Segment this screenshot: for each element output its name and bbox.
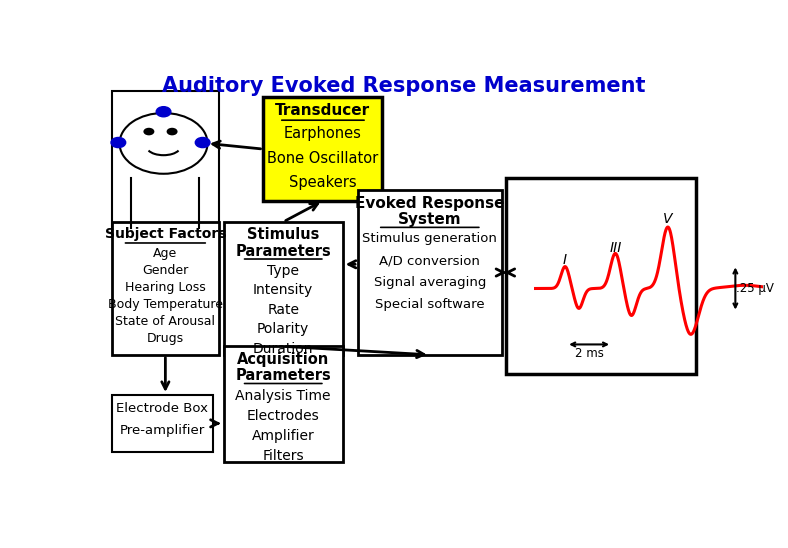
Text: .25 μV: .25 μV: [736, 282, 774, 295]
Circle shape: [166, 128, 177, 135]
Circle shape: [156, 107, 171, 117]
Text: Intensity: Intensity: [253, 283, 314, 298]
Circle shape: [120, 113, 207, 174]
Text: Signal averaging: Signal averaging: [374, 276, 486, 289]
Text: Speakers: Speakers: [289, 175, 357, 190]
Text: Pre-amplifier: Pre-amplifier: [120, 424, 205, 437]
Text: III: III: [609, 241, 622, 255]
Text: A/D conversion: A/D conversion: [379, 254, 480, 267]
Text: Analysis Time: Analysis Time: [236, 389, 331, 403]
Text: Parameters: Parameters: [236, 244, 331, 259]
Text: Acquisition: Acquisition: [237, 352, 329, 367]
Text: Special software: Special software: [375, 298, 485, 311]
Text: Stimulus generation: Stimulus generation: [362, 232, 497, 246]
Text: Earphones: Earphones: [284, 126, 362, 141]
Text: Drugs: Drugs: [147, 332, 184, 345]
Circle shape: [111, 138, 125, 147]
Text: Type: Type: [267, 264, 299, 278]
Circle shape: [195, 138, 210, 147]
Text: State of Arousal: State of Arousal: [115, 315, 215, 328]
Text: Body Temperature: Body Temperature: [108, 298, 223, 311]
Text: V: V: [663, 212, 673, 226]
Text: Subject Factors: Subject Factors: [105, 227, 226, 241]
Text: Polarity: Polarity: [257, 322, 310, 336]
FancyBboxPatch shape: [263, 98, 382, 201]
FancyBboxPatch shape: [112, 222, 219, 355]
Text: Stimulus: Stimulus: [247, 227, 319, 242]
Text: Amplifier: Amplifier: [252, 429, 314, 443]
Text: Rate: Rate: [267, 303, 299, 317]
Text: Transducer: Transducer: [275, 103, 370, 118]
Text: Duration: Duration: [253, 342, 314, 356]
Text: Parameters: Parameters: [236, 368, 331, 383]
FancyBboxPatch shape: [224, 222, 343, 355]
FancyBboxPatch shape: [112, 91, 219, 232]
Text: Auditory Evoked Response Measurement: Auditory Evoked Response Measurement: [162, 76, 645, 96]
Text: Electrode Box: Electrode Box: [117, 402, 208, 415]
Text: Filters: Filters: [262, 449, 304, 463]
Text: Gender: Gender: [143, 264, 188, 277]
Text: System: System: [398, 212, 462, 227]
Text: Bone Oscillator: Bone Oscillator: [267, 151, 378, 165]
Text: Age: Age: [153, 247, 177, 260]
FancyBboxPatch shape: [224, 346, 343, 463]
FancyBboxPatch shape: [358, 190, 501, 355]
FancyBboxPatch shape: [507, 178, 696, 374]
Text: Hearing Loss: Hearing Loss: [125, 281, 206, 294]
Circle shape: [143, 128, 154, 135]
Text: I: I: [563, 253, 567, 267]
Text: Evoked Response: Evoked Response: [355, 196, 504, 211]
Text: 2 ms: 2 ms: [574, 347, 604, 360]
Text: Electrodes: Electrodes: [247, 409, 320, 423]
FancyBboxPatch shape: [112, 395, 213, 452]
